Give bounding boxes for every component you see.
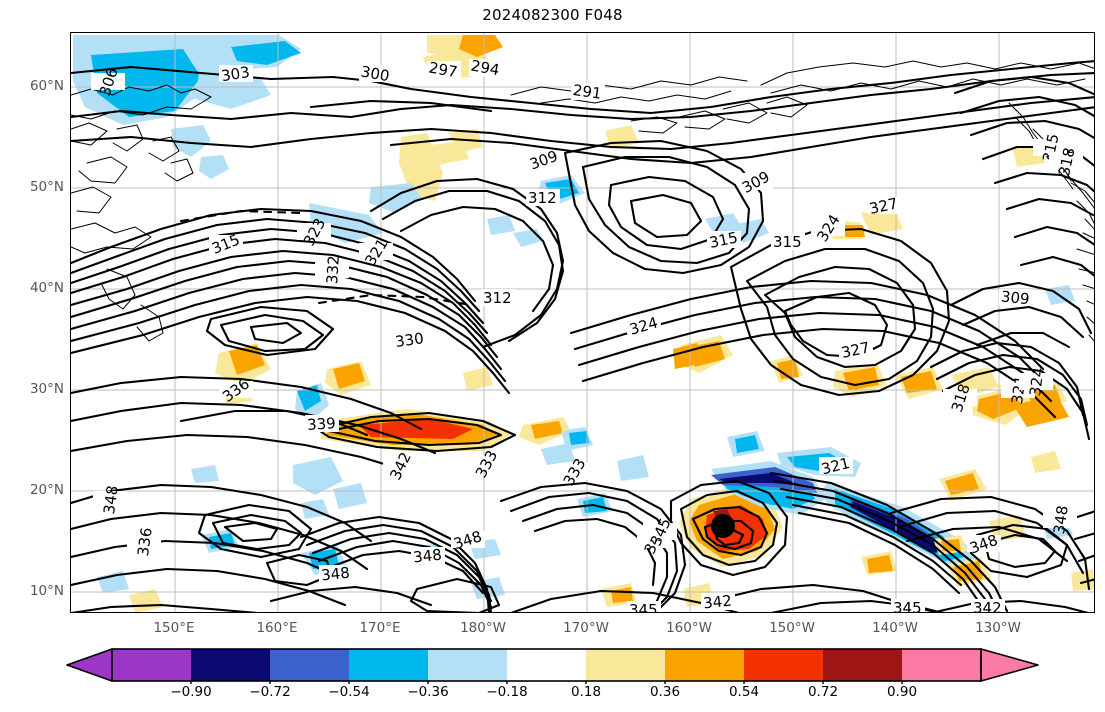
svg-text:345: 345 <box>893 599 922 613</box>
svg-text:291: 291 <box>572 81 603 103</box>
svg-text:315: 315 <box>708 228 740 252</box>
contour-label-layer: 303 300 297 294 291 309 312 309 315 315 … <box>91 57 1083 613</box>
x-tick-label-130w: 130°W <box>975 620 1021 636</box>
svg-text:318: 318 <box>1055 146 1079 178</box>
colorbar-tick-label-8: 0.72 <box>807 684 839 700</box>
svg-text:327: 327 <box>868 194 900 218</box>
map-plot-area: 303 300 297 294 291 309 312 309 315 315 … <box>70 32 1095 613</box>
colorbar-tick-label-7: 0.54 <box>728 684 760 700</box>
colorbar <box>60 648 1045 684</box>
colorbar-tick-label-6: 0.36 <box>649 684 681 700</box>
dashed-contour-layer <box>179 209 473 307</box>
svg-text:348: 348 <box>100 484 122 515</box>
svg-text:324: 324 <box>1026 366 1048 397</box>
colorbar-tick-label-1: −0.72 <box>249 684 291 700</box>
svg-text:315: 315 <box>209 230 242 257</box>
svg-text:348: 348 <box>1050 504 1072 535</box>
x-tick-label-150w: 150°W <box>769 620 815 636</box>
svg-text:332: 332 <box>323 255 343 285</box>
svg-text:330: 330 <box>394 329 425 351</box>
y-tick-label-40n: 40°N <box>29 280 64 296</box>
svg-text:342: 342 <box>702 592 732 613</box>
colorbar-swatches <box>66 648 1039 684</box>
figure-title: 2024082300 F048 <box>482 6 623 24</box>
svg-text:345: 345 <box>629 601 658 613</box>
x-tick-label-180w: 180°W <box>460 620 506 636</box>
x-tick-label-150e: 150°E <box>153 620 195 636</box>
colorbar-ticks <box>190 681 903 684</box>
x-tick-label-160w: 160°W <box>666 620 712 636</box>
y-tick-label-20n: 20°N <box>29 482 64 498</box>
svg-text:339: 339 <box>306 414 336 434</box>
svg-text:348: 348 <box>412 546 442 567</box>
svg-text:312: 312 <box>483 289 512 307</box>
colorbar-tick-label-0: −0.90 <box>170 684 212 700</box>
x-tick-label-170w: 170°W <box>563 620 609 636</box>
y-tick-label-30n: 30°N <box>29 381 64 397</box>
svg-text:297: 297 <box>427 59 458 82</box>
x-tick-label-160e: 160°E <box>256 620 298 636</box>
map-gridlines <box>71 33 1094 612</box>
y-tick-label-60n: 60°N <box>29 78 64 94</box>
svg-text:303: 303 <box>220 63 251 85</box>
colorbar-tick-label-3: −0.36 <box>407 684 449 700</box>
svg-text:300: 300 <box>359 63 390 86</box>
svg-text:342: 342 <box>973 599 1002 613</box>
y-tick-label-10n: 10°N <box>29 583 64 599</box>
colorbar-tick-label-9: 0.90 <box>886 684 918 700</box>
map-contour-canvas: 303 300 297 294 291 309 312 309 315 315 … <box>71 33 1094 613</box>
svg-text:348: 348 <box>967 531 1000 558</box>
colorbar-tick-label-4: −0.18 <box>486 684 528 700</box>
colorbar-tick-label-5: 0.18 <box>570 684 602 700</box>
x-tick-label-170e: 170°E <box>359 620 401 636</box>
colorbar-tick-label-2: −0.54 <box>328 684 370 700</box>
x-tick-label-140w: 140°W <box>872 620 918 636</box>
colorbar-segments <box>66 648 1039 682</box>
storm-center-marker <box>711 514 735 538</box>
y-tick-label-50n: 50°N <box>29 179 64 195</box>
svg-text:327: 327 <box>840 338 872 362</box>
svg-text:312: 312 <box>528 189 557 207</box>
svg-text:348: 348 <box>320 564 350 585</box>
svg-text:294: 294 <box>469 57 500 80</box>
svg-text:336: 336 <box>134 526 156 557</box>
svg-text:315: 315 <box>773 233 802 251</box>
svg-text:309: 309 <box>527 147 560 174</box>
svg-text:309: 309 <box>1000 287 1030 308</box>
